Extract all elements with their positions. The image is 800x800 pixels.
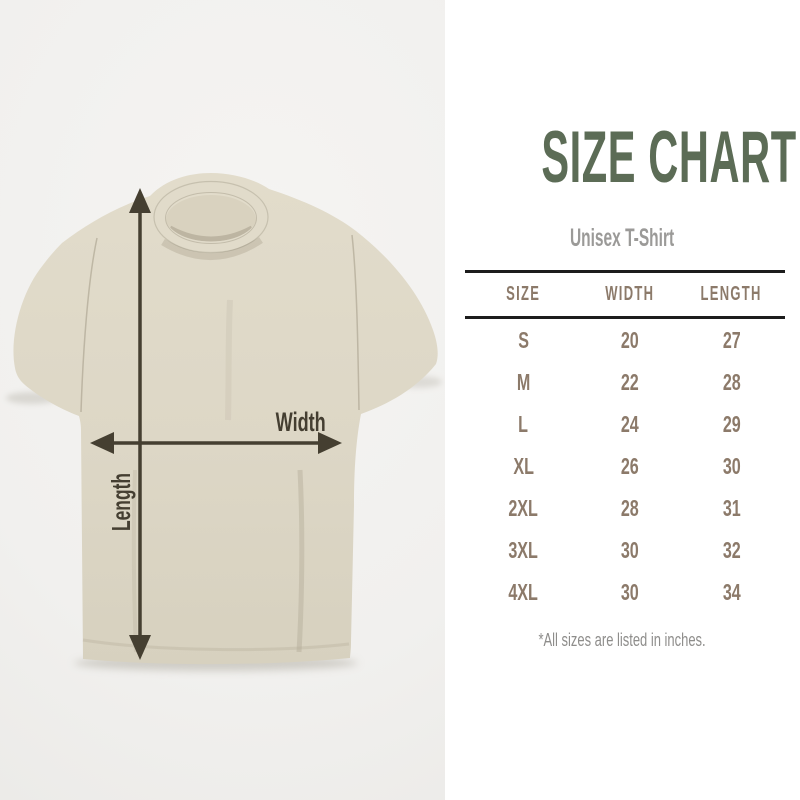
table-cell: 34	[678, 579, 785, 606]
length-arrow	[129, 188, 151, 660]
units-footnote-text: *All sizes are listed in inches.	[538, 630, 707, 650]
table-cell: 32	[678, 537, 785, 564]
table-cell-text: 31	[722, 494, 741, 521]
tshirt-shape	[13, 173, 438, 665]
table-cell-text: 22	[621, 368, 639, 395]
tshirt-photo: Width Length	[0, 0, 445, 800]
size-row-m: M 22 28	[465, 361, 785, 403]
table-cell-text: 28	[621, 494, 639, 521]
table-header-width-text: WIDTH	[605, 283, 655, 305]
table-cell: 4XL	[465, 579, 582, 606]
table-cell-text: 4XL	[508, 578, 539, 605]
table-cell: 27	[678, 327, 785, 354]
size-row-xl: XL 26 30	[465, 445, 785, 487]
table-cell-text: L	[518, 410, 529, 437]
table-cell-text: 26	[621, 452, 639, 479]
table-cell-text: 3XL	[508, 536, 539, 563]
units-footnote: *All sizes are listed in inches.	[445, 630, 800, 650]
table-cell-text: S	[518, 326, 529, 353]
size-row-l: L 24 29	[465, 403, 785, 445]
table-cell-text: 27	[722, 326, 741, 353]
table-cell: 3XL	[465, 537, 582, 564]
size-row-s: S 20 27	[465, 319, 785, 361]
size-table: SIZE WIDTH LENGTH S 20 27 M 22 28 L 24 29 XL 26 30 2…	[465, 270, 785, 613]
table-cell: 29	[678, 411, 785, 438]
product-subtitle-text: Unisex T-Shirt	[570, 224, 675, 252]
size-table-body: S 20 27 M 22 28 L 24 29 XL 26 30 2XL 28 31 3XL 30 32 4XL 30…	[465, 319, 785, 613]
tshirt-collar	[153, 180, 269, 260]
table-cell-text: 30	[621, 578, 639, 605]
table-header-width: WIDTH	[582, 283, 678, 306]
table-cell: 28	[582, 495, 678, 522]
table-header-length: LENGTH	[678, 283, 785, 306]
page-title-text: SIZE CHART	[541, 117, 797, 198]
width-measure-text: Width	[275, 407, 326, 437]
table-cell: 2XL	[465, 495, 582, 522]
table-cell: 28	[678, 369, 785, 396]
table-cell-text: 32	[722, 536, 741, 563]
size-table-header-row: SIZE WIDTH LENGTH	[465, 273, 785, 319]
table-cell-text: 24	[621, 410, 639, 437]
table-cell-text: 28	[722, 368, 741, 395]
size-row-3xl: 3XL 30 32	[465, 529, 785, 571]
table-cell: 26	[582, 453, 678, 480]
product-subtitle: Unisex T-Shirt	[445, 224, 800, 252]
size-row-4xl: 4XL 30 34	[465, 571, 785, 613]
table-cell: L	[465, 411, 582, 438]
width-measure-label: Width	[251, 409, 326, 436]
table-cell: M	[465, 369, 582, 396]
size-row-2xl: 2XL 28 31	[465, 487, 785, 529]
table-cell: 30	[678, 453, 785, 480]
size-chart-panel: SIZE CHART Unisex T-Shirt SIZE WIDTH LEN…	[445, 0, 800, 800]
table-cell: 30	[582, 579, 678, 606]
page-title: SIZE CHART	[445, 121, 800, 194]
table-cell: 24	[582, 411, 678, 438]
table-cell-text: XL	[513, 452, 534, 479]
table-cell-text: 20	[621, 326, 639, 353]
table-cell: 20	[582, 327, 678, 354]
table-cell-text: 2XL	[508, 494, 539, 521]
table-cell-text: 29	[722, 410, 741, 437]
table-header-size: SIZE	[465, 283, 582, 306]
table-cell-text: 30	[722, 452, 741, 479]
table-cell: 31	[678, 495, 785, 522]
table-header-size-text: SIZE	[506, 283, 541, 305]
length-measure-text: Length	[106, 472, 136, 532]
table-header-length-text: LENGTH	[700, 283, 763, 305]
table-cell-text: 30	[621, 536, 639, 563]
width-arrow	[90, 432, 342, 454]
table-cell-text: 34	[722, 578, 741, 605]
table-cell: 22	[582, 369, 678, 396]
table-cell-text: M	[516, 368, 531, 395]
table-cell: XL	[465, 453, 582, 480]
tshirt-illustration	[6, 173, 442, 671]
table-cell: S	[465, 327, 582, 354]
table-cell: 30	[582, 537, 678, 564]
length-measure-label: Length	[106, 459, 136, 546]
